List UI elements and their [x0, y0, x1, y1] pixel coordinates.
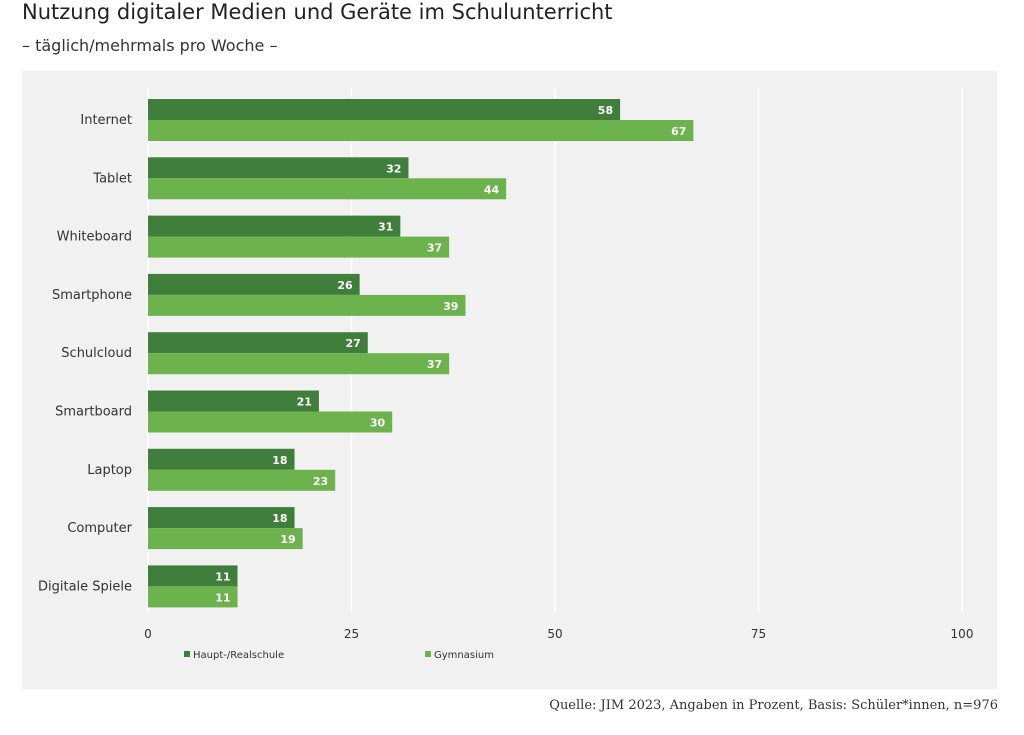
bar: [148, 294, 466, 316]
category-label: Schulcloud: [61, 346, 132, 361]
data-label: 21: [297, 396, 312, 409]
legend-label: Gymnasium: [434, 650, 494, 661]
bar: [148, 236, 450, 258]
x-tick-label: 50: [547, 627, 562, 641]
bar: [148, 332, 368, 354]
data-label: 23: [313, 475, 328, 488]
data-label: 11: [215, 570, 230, 583]
data-label: 18: [272, 512, 287, 525]
bar: [148, 469, 336, 491]
bar: [148, 390, 319, 412]
bar: [148, 411, 393, 433]
bar: [148, 507, 295, 529]
data-label: 67: [671, 125, 686, 138]
data-label: 39: [443, 300, 458, 313]
x-tick-label: 75: [751, 627, 766, 641]
bar: [148, 215, 401, 237]
data-label: 44: [484, 183, 500, 196]
bar: [148, 586, 238, 608]
data-label: 27: [345, 337, 360, 350]
chart-subtitle: – täglich/mehrmals pro Woche –: [22, 36, 278, 55]
data-label: 37: [427, 358, 442, 371]
bar-chart: 0 25 50 75 100 Internet 58 67 Tablet 32 44 Whiteboa…: [38, 88, 974, 661]
legend-label: Haupt-/Realschule: [193, 650, 284, 661]
data-label: 37: [427, 242, 442, 255]
data-label: 30: [370, 417, 386, 430]
data-label: 19: [280, 533, 295, 546]
bar: [148, 99, 621, 120]
bar: [148, 273, 360, 295]
bar: [148, 448, 295, 470]
bar: [148, 353, 450, 375]
category-label: Laptop: [87, 463, 132, 478]
category-label: Digitale Spiele: [38, 579, 132, 594]
data-label: 58: [598, 104, 613, 117]
category-label: Computer: [67, 521, 132, 536]
data-label: 18: [272, 454, 287, 467]
bar: [148, 565, 238, 587]
bar: [148, 120, 694, 141]
data-label: 32: [386, 162, 401, 175]
category-label: Smartboard: [55, 405, 132, 420]
data-label: 11: [215, 591, 230, 604]
bar: [148, 157, 409, 179]
legend-swatch: [184, 651, 190, 657]
data-label: 31: [378, 221, 393, 234]
source-note: Quelle: JIM 2023, Angaben in Prozent, Ba…: [549, 698, 998, 713]
x-tick-label: 25: [344, 627, 359, 641]
x-tick-label: 0: [144, 627, 152, 641]
x-tick-label: 100: [951, 627, 974, 641]
category-label: Whiteboard: [57, 230, 132, 245]
chart-panel: 0 25 50 75 100 Internet 58 67 Tablet 32 44 Whiteboa…: [22, 71, 997, 689]
bar: [148, 178, 507, 200]
category-label: Internet: [80, 113, 132, 128]
data-label: 26: [337, 279, 353, 292]
category-label: Smartphone: [52, 288, 132, 303]
legend-swatch: [425, 651, 431, 657]
bar: [148, 528, 303, 550]
chart-title: Nutzung digitaler Medien und Geräte im S…: [22, 0, 613, 24]
category-label: Tablet: [92, 171, 132, 186]
